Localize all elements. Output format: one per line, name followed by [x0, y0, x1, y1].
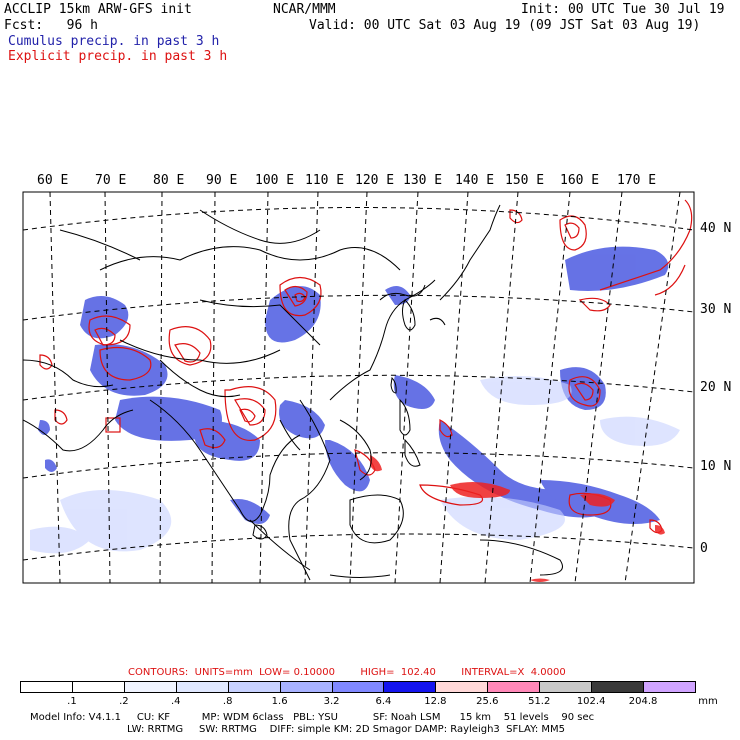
color-bar-tick: 6.4	[375, 696, 392, 707]
color-bar-bin	[175, 681, 229, 693]
light-precip	[30, 376, 680, 554]
color-bar-tick: 1.6	[271, 696, 288, 707]
color-bar-tick: .8	[222, 696, 233, 707]
color-bar-bin	[591, 681, 645, 693]
init-time: Init: 00 UTC Tue 30 Jul 19	[521, 2, 725, 17]
color-bar-tick: .4	[170, 696, 181, 707]
lat-label: 0	[700, 541, 708, 556]
lon-label: 170 E	[617, 173, 657, 188]
graticule	[23, 192, 694, 583]
explicit-heavy	[370, 455, 665, 582]
model-title: ACCLIP 15km ARW-GFS init	[4, 2, 192, 17]
lat-label: 30 N	[700, 302, 732, 317]
color-bar-tick: 204.8	[628, 696, 658, 707]
lon-label: 160 E	[560, 173, 600, 188]
lat-label: 20 N	[700, 380, 732, 395]
color-bar-bin	[227, 681, 281, 693]
color-bar-bin	[123, 681, 177, 693]
color-bar-bin	[20, 681, 73, 693]
lon-label: 60 E	[37, 173, 69, 188]
model-info-line1: Model Info: V4.1.1 CU: KF MP: WDM 6class…	[30, 712, 595, 723]
lon-label: 130 E	[403, 173, 443, 188]
color-bar-tick: 51.2	[528, 696, 551, 707]
model-info-line2: LW: RRTMG SW: RRTMG DIFF: simple KM: 2D …	[127, 724, 566, 735]
map-frame	[22, 191, 695, 584]
lat-label: 10 N	[700, 459, 732, 474]
cumulus-precip	[38, 246, 669, 524]
color-bar-tick: 102.4	[576, 696, 606, 707]
color-bar-bin	[435, 681, 489, 693]
color-bar-tick: .1	[67, 696, 77, 707]
color-bar-bin	[71, 681, 125, 693]
lon-label: 90 E	[206, 173, 238, 188]
organization: NCAR/MMM	[273, 2, 336, 17]
forecast-hour: Fcst: 96 h	[4, 18, 98, 33]
lon-label: 140 E	[455, 173, 495, 188]
color-bar-tick: 12.8	[424, 696, 447, 707]
lon-label: 80 E	[153, 173, 185, 188]
color-bar-tick: 3.2	[323, 696, 340, 707]
valid-time: Valid: 00 UTC Sat 03 Aug 19 (09 JST Sat …	[309, 18, 701, 33]
color-bar-units: mm	[698, 696, 718, 707]
color-bar-bin	[383, 681, 437, 693]
color-bar-bin	[539, 681, 593, 693]
lon-label: 110 E	[305, 173, 345, 188]
lon-label: 70 E	[95, 173, 127, 188]
cumulus-precip-label: Cumulus precip. in past 3 h	[8, 34, 220, 49]
color-bar-bin	[487, 681, 541, 693]
color-bar-tick: .2	[119, 696, 129, 707]
lon-label: 150 E	[505, 173, 545, 188]
color-bar-tick: 25.6	[476, 696, 499, 707]
contours-info: CONTOURS: UNITS=mm LOW= 0.10000 HIGH= 10…	[128, 667, 566, 678]
lon-label: 100 E	[255, 173, 295, 188]
lon-label: 120 E	[355, 173, 395, 188]
color-bar-bin	[279, 681, 333, 693]
lat-label: 40 N	[700, 221, 732, 236]
explicit-precip-label: Explicit precip. in past 3 h	[8, 49, 228, 64]
color-bar-bin	[643, 681, 696, 693]
color-bar-bin	[331, 681, 385, 693]
